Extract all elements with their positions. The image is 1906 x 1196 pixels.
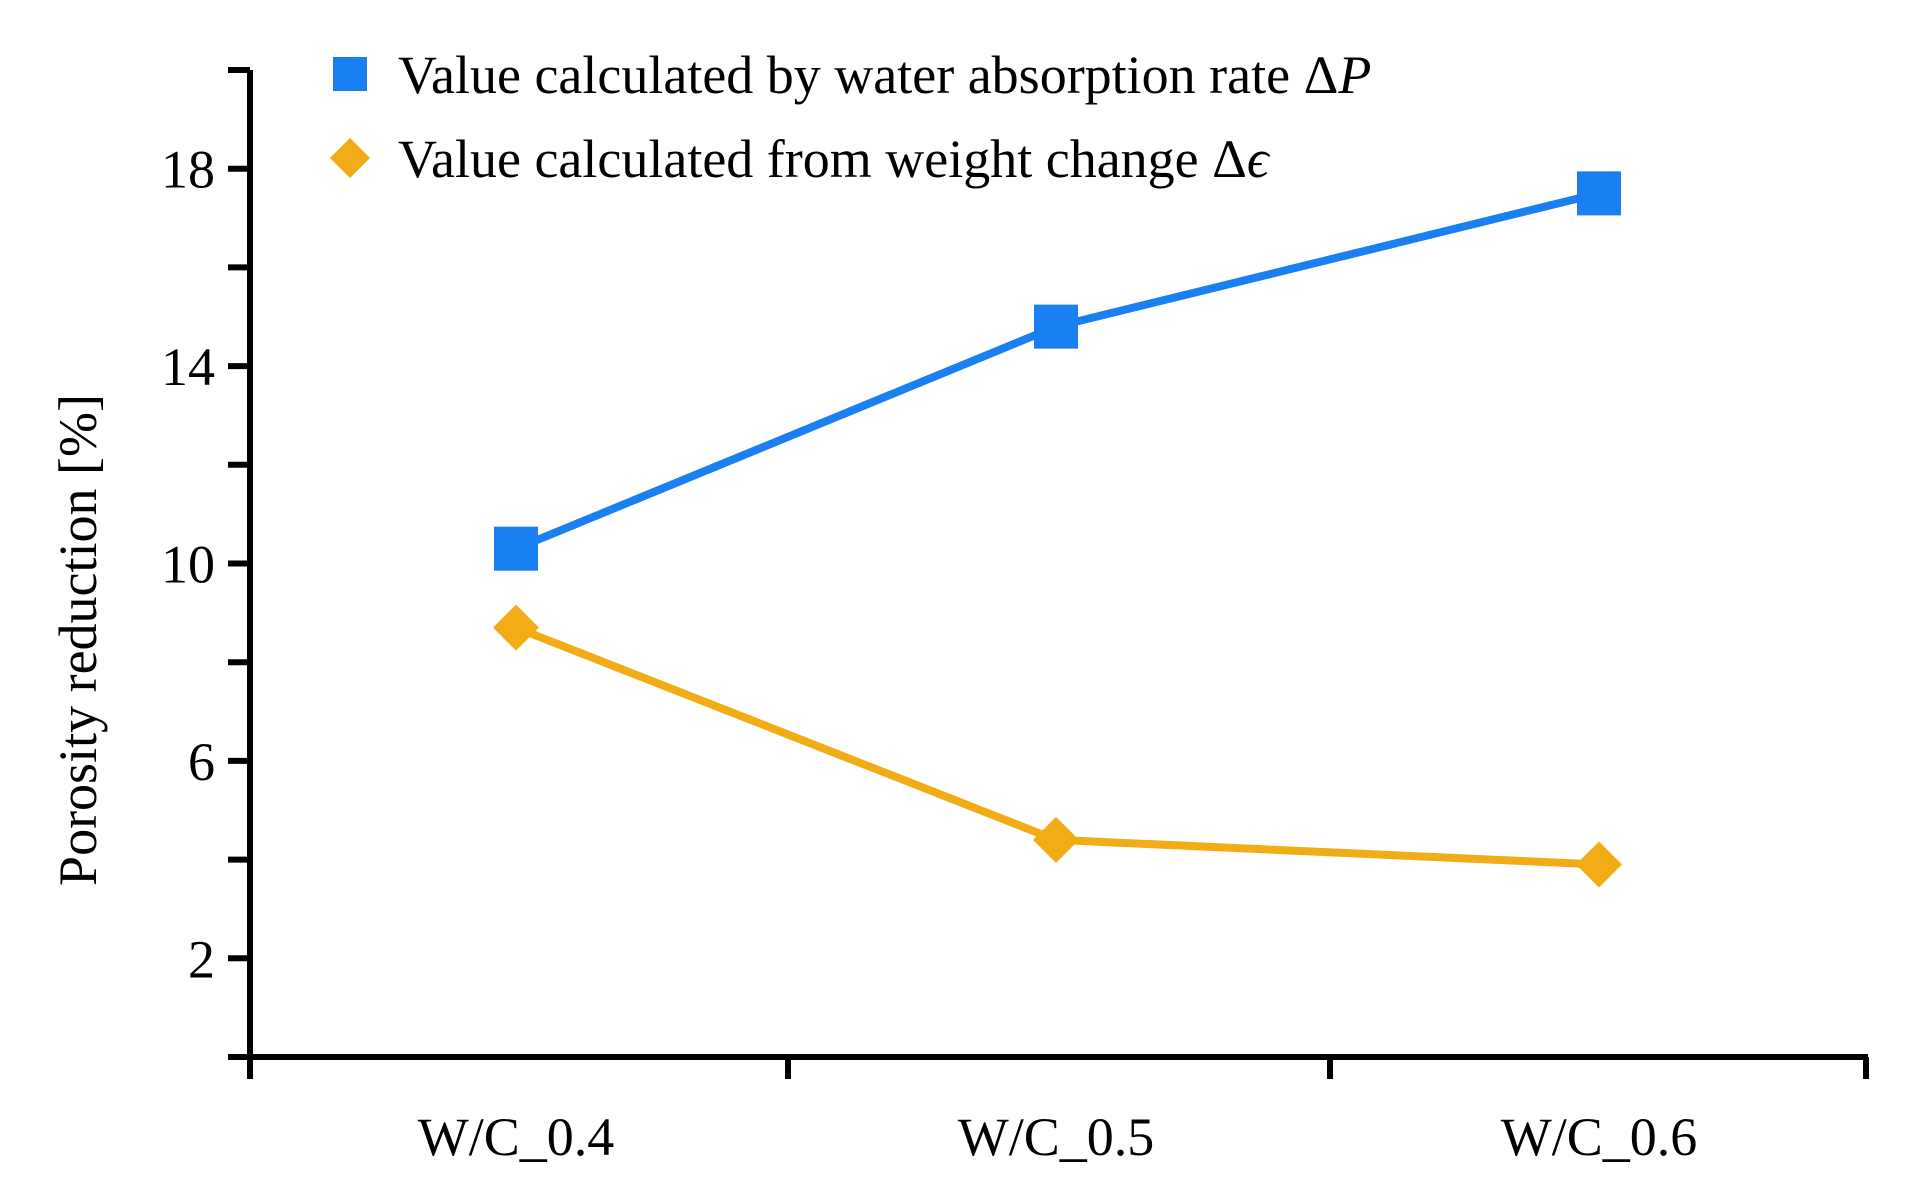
series-lines bbox=[514, 189, 1600, 869]
legend-marker-diamond bbox=[330, 138, 370, 178]
x-tick-label: W/C_0.4 bbox=[418, 1107, 615, 1167]
data-point-diamond bbox=[493, 604, 539, 651]
x-tick-label: W/C_0.6 bbox=[1501, 1107, 1698, 1167]
legend-label-1: Value calculated by water absorption rat… bbox=[398, 45, 1371, 105]
y-ticks: 2 6 10 14 18 bbox=[161, 67, 250, 1060]
legend: Value calculated by water absorption rat… bbox=[330, 45, 1371, 189]
data-point-diamond bbox=[1576, 841, 1622, 888]
y-tick-label: 14 bbox=[161, 337, 215, 397]
y-tick-label: 2 bbox=[188, 929, 215, 989]
data-point-square bbox=[1034, 304, 1078, 349]
series-line-1 bbox=[514, 189, 1600, 553]
data-point-square bbox=[494, 526, 538, 571]
x-ticks: W/C_0.4 W/C_0.5 W/C_0.6 bbox=[247, 1057, 1869, 1167]
legend-label-2: Value calculated from weight change Δϵ bbox=[398, 129, 1271, 189]
y-axis-title: Porosity reduction [%] bbox=[48, 394, 108, 886]
axes bbox=[247, 70, 1868, 1060]
series-markers bbox=[493, 171, 1622, 888]
data-point-diamond bbox=[1033, 816, 1079, 863]
x-tick-label: W/C_0.5 bbox=[958, 1107, 1155, 1167]
legend-marker-square bbox=[333, 57, 367, 91]
y-tick-label: 18 bbox=[161, 140, 215, 200]
y-tick-label: 6 bbox=[188, 732, 215, 792]
y-tick-label: 10 bbox=[161, 535, 215, 595]
data-point-square bbox=[1577, 171, 1621, 216]
